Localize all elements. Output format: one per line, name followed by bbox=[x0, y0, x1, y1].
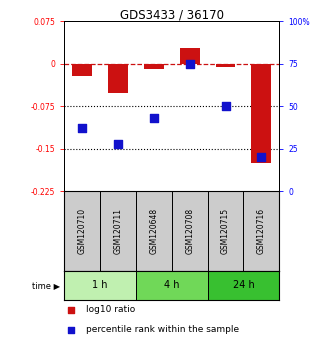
Bar bbox=[64, 271, 136, 300]
Bar bbox=[251, 64, 271, 163]
Point bbox=[116, 141, 121, 147]
Point bbox=[259, 154, 264, 160]
Text: GSM120716: GSM120716 bbox=[257, 208, 266, 254]
Bar bbox=[64, 191, 100, 271]
Point bbox=[228, 46, 233, 51]
Bar bbox=[180, 48, 200, 64]
Text: GSM120710: GSM120710 bbox=[78, 208, 87, 254]
Point bbox=[223, 103, 228, 109]
Text: GSM120711: GSM120711 bbox=[113, 208, 123, 254]
Bar bbox=[100, 191, 136, 271]
Text: time ▶: time ▶ bbox=[32, 281, 60, 290]
Text: GSM120708: GSM120708 bbox=[185, 208, 194, 254]
Bar bbox=[136, 191, 172, 271]
Point bbox=[228, 227, 233, 232]
Text: 24 h: 24 h bbox=[232, 280, 254, 290]
Bar bbox=[144, 64, 164, 69]
Bar bbox=[243, 191, 279, 271]
Bar bbox=[72, 64, 92, 76]
Text: 4 h: 4 h bbox=[164, 280, 179, 290]
Point bbox=[187, 61, 192, 67]
Text: 1 h: 1 h bbox=[92, 280, 108, 290]
Text: log10 ratio: log10 ratio bbox=[86, 306, 135, 314]
Bar bbox=[136, 271, 208, 300]
Title: GDS3433 / 36170: GDS3433 / 36170 bbox=[120, 8, 224, 21]
Point bbox=[151, 115, 156, 121]
Bar bbox=[172, 191, 208, 271]
Text: GSM120715: GSM120715 bbox=[221, 208, 230, 254]
Text: percentile rank within the sample: percentile rank within the sample bbox=[86, 325, 239, 335]
Point bbox=[80, 125, 85, 131]
Bar bbox=[208, 191, 243, 271]
Bar bbox=[216, 64, 235, 67]
Bar bbox=[208, 271, 279, 300]
Text: GSM120648: GSM120648 bbox=[149, 208, 158, 254]
Bar bbox=[108, 64, 128, 93]
